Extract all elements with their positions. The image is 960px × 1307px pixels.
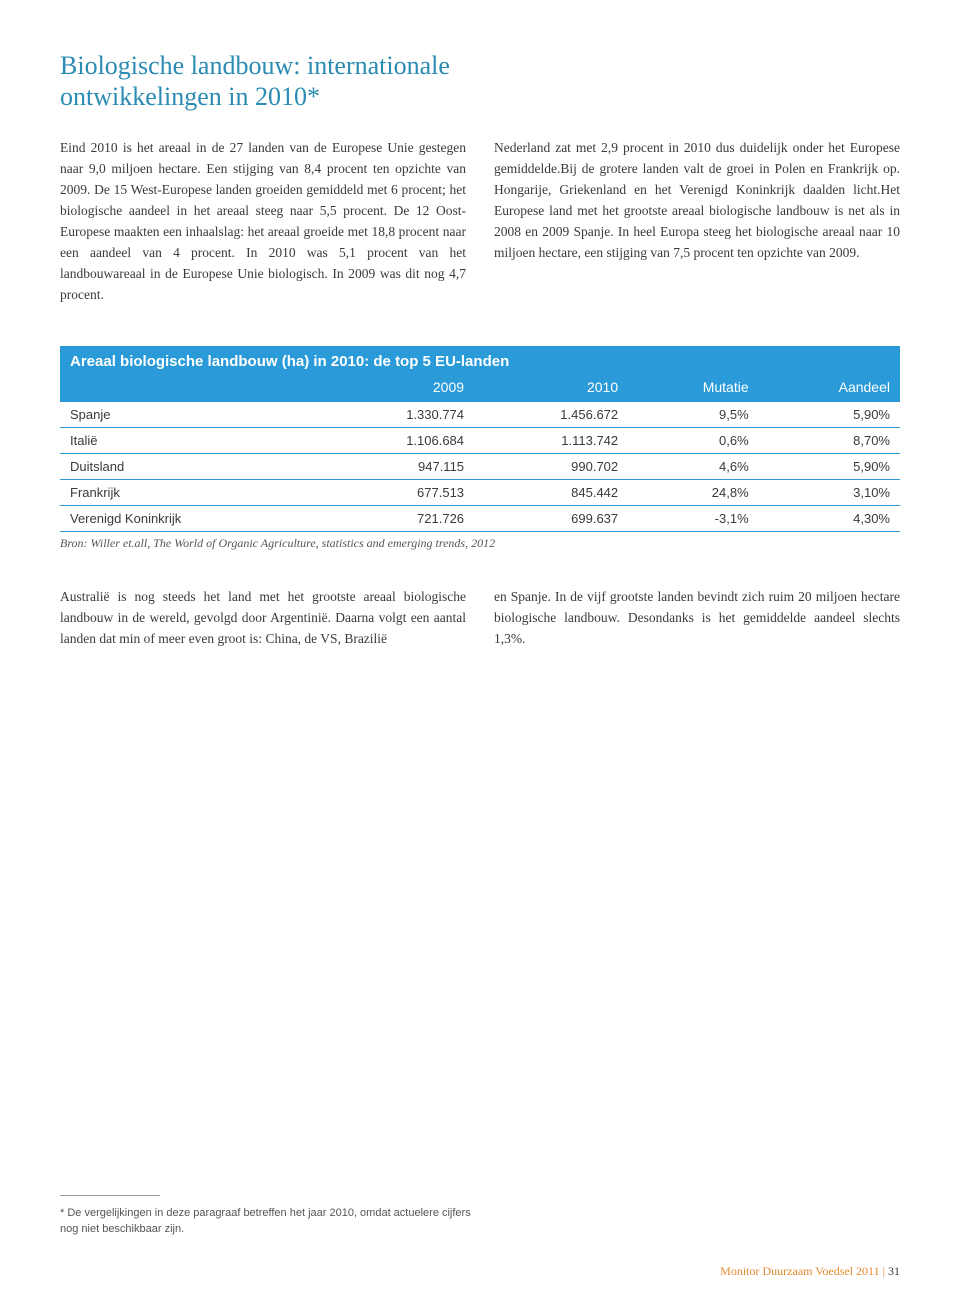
outro-col-left: Australië is nog steeds het land met het… [60, 587, 466, 650]
outro-columns: Australië is nog steeds het land met het… [60, 587, 900, 650]
section-title: Biologische landbouw: internationale ont… [60, 50, 520, 112]
table-cell: 699.637 [474, 505, 628, 531]
table-cell: Duitsland [60, 453, 320, 479]
table-row: Verenigd Koninkrijk 721.726 699.637 -3,1… [60, 505, 900, 531]
table-cell: Frankrijk [60, 479, 320, 505]
table-cell: Spanje [60, 402, 320, 428]
table-cell: 4,30% [759, 505, 900, 531]
table-header-cell: 2010 [474, 375, 628, 402]
footnote-block: * De vergelijkingen in deze paragraaf be… [60, 1195, 480, 1237]
table-cell: Italië [60, 427, 320, 453]
table-cell: 8,70% [759, 427, 900, 453]
table-title: Areaal biologische landbouw (ha) in 2010… [60, 346, 900, 375]
table-cell: Verenigd Koninkrijk [60, 505, 320, 531]
table-cell: 5,90% [759, 402, 900, 428]
table-row: Duitsland 947.115 990.702 4,6% 5,90% [60, 453, 900, 479]
table-block: Areaal biologische landbouw (ha) in 2010… [60, 346, 900, 551]
outro-col-right: en Spanje. In de vijf grootste landen be… [494, 587, 900, 650]
table-row: Frankrijk 677.513 845.442 24,8% 3,10% [60, 479, 900, 505]
table-cell: 990.702 [474, 453, 628, 479]
table-cell: 1.456.672 [474, 402, 628, 428]
table-header-cell: Aandeel [759, 375, 900, 402]
table-cell: 4,6% [628, 453, 759, 479]
table-cell: 721.726 [320, 505, 474, 531]
page-footer: Monitor Duurzaam Voedsel 2011 | 31 [720, 1264, 900, 1279]
table-cell: 0,6% [628, 427, 759, 453]
footer-page-number: 31 [888, 1264, 900, 1278]
table-body: Spanje 1.330.774 1.456.672 9,5% 5,90% It… [60, 402, 900, 532]
table-cell: 1.113.742 [474, 427, 628, 453]
table-cell: 9,5% [628, 402, 759, 428]
table-cell: 677.513 [320, 479, 474, 505]
table-cell: 24,8% [628, 479, 759, 505]
table-header-cell: Mutatie [628, 375, 759, 402]
footnote-separator [60, 1195, 160, 1196]
table-row: Italië 1.106.684 1.113.742 0,6% 8,70% [60, 427, 900, 453]
table-cell: -3,1% [628, 505, 759, 531]
footnote-text: * De vergelijkingen in deze paragraaf be… [60, 1206, 480, 1237]
table-header-row: 2009 2010 Mutatie Aandeel [60, 375, 900, 402]
table-cell: 1.106.684 [320, 427, 474, 453]
table-cell: 1.330.774 [320, 402, 474, 428]
intro-columns: Eind 2010 is het areaal in de 27 landen … [60, 138, 900, 305]
table-cell: 947.115 [320, 453, 474, 479]
table-row: Spanje 1.330.774 1.456.672 9,5% 5,90% [60, 402, 900, 428]
data-table: 2009 2010 Mutatie Aandeel Spanje 1.330.7… [60, 375, 900, 532]
table-header-cell: 2009 [320, 375, 474, 402]
intro-col-right: Nederland zat met 2,9 procent in 2010 du… [494, 138, 900, 305]
table-source: Bron: Willer et.all, The World of Organi… [60, 536, 900, 551]
table-cell: 845.442 [474, 479, 628, 505]
table-cell: 3,10% [759, 479, 900, 505]
intro-col-left: Eind 2010 is het areaal in de 27 landen … [60, 138, 466, 305]
footer-publication: Monitor Duurzaam Voedsel 2011 [720, 1264, 879, 1278]
table-header-cell [60, 375, 320, 402]
table-cell: 5,90% [759, 453, 900, 479]
